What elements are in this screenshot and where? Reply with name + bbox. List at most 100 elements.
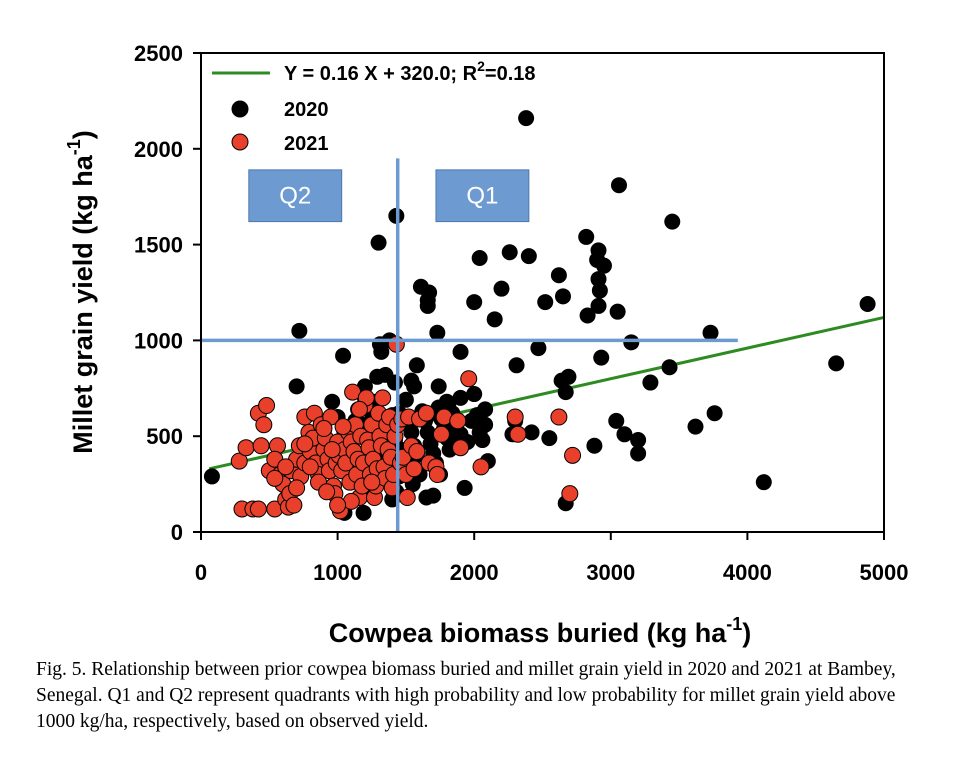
point-2020-62 [642, 374, 659, 391]
point-2020-35 [523, 424, 540, 441]
point-2021-104 [509, 425, 527, 443]
point-2021-103 [506, 408, 524, 426]
y-tick-label-4: 2000 [134, 137, 183, 162]
point-2020-113 [386, 374, 403, 391]
x-tick-label-5: 5000 [860, 560, 909, 585]
y-tick-label-1: 500 [146, 424, 183, 449]
point-2021-107 [564, 446, 582, 464]
point-2020-39 [550, 267, 567, 284]
x-tick-label-3: 3000 [586, 560, 635, 585]
point-2021-71 [374, 389, 392, 407]
point-2020-2 [288, 378, 305, 395]
y-tick-label-0: 0 [171, 520, 183, 545]
point-2021-114 [363, 473, 381, 491]
point-2020-63 [661, 359, 678, 376]
point-2021-101 [460, 370, 478, 388]
point-2020-36 [530, 340, 547, 357]
point-2021-111 [323, 441, 341, 459]
point-2020-49 [595, 257, 612, 274]
point-2021-87 [398, 489, 416, 507]
point-2020-70 [859, 295, 876, 312]
point-2021-96 [428, 466, 446, 484]
point-2020-29 [501, 244, 518, 261]
point-2020-19 [452, 343, 469, 360]
point-2020-60 [630, 432, 647, 449]
point-2020-1 [291, 322, 308, 339]
point-2020-61 [630, 445, 647, 462]
x-tick-label-0: 0 [195, 560, 207, 585]
point-2021-118 [301, 458, 319, 476]
point-2021-116 [329, 496, 347, 514]
legend-marker-2020 [231, 100, 249, 118]
point-2021-5 [252, 437, 270, 455]
point-2020-126 [418, 489, 435, 506]
scatter-chart: Q2 Q1 0 1000 2000 3000 4000 5000 0 500 1000 1500 20… [64, 41, 909, 648]
point-2020-67 [706, 405, 723, 422]
point-2020-0 [203, 468, 220, 485]
point-2020-65 [687, 418, 704, 435]
point-2021-120 [277, 458, 295, 476]
point-2020-17 [430, 378, 447, 395]
x-axis-title: Cowpea biomass buried (kg ha-1) [329, 614, 752, 648]
quadrant-box-q1 [435, 169, 530, 223]
y-tick-label-3: 1500 [134, 233, 183, 258]
point-2020-137 [438, 393, 455, 410]
point-2020-46 [579, 307, 596, 324]
x-tick-label-4: 4000 [723, 560, 772, 585]
point-2020-138 [452, 389, 469, 406]
point-2021-7 [255, 416, 273, 434]
point-2020-115 [408, 357, 425, 374]
point-2020-86 [397, 391, 414, 408]
point-2020-53 [593, 349, 610, 366]
point-2020-45 [578, 228, 595, 245]
point-2021-4 [249, 500, 267, 518]
x-tick-label-1: 1000 [313, 560, 362, 585]
point-2020-4 [324, 393, 341, 410]
point-2020-58 [616, 426, 633, 443]
legend-marker-2021 [231, 133, 249, 151]
plot-frame [200, 52, 885, 533]
point-2020-33 [518, 110, 535, 127]
point-2021-106 [561, 485, 579, 503]
quadrant-label-q2: Q2 [279, 183, 311, 210]
point-2021-8 [258, 397, 276, 415]
point-2020-28 [493, 280, 510, 297]
point-2021-90 [405, 460, 423, 478]
point-2020-52 [590, 297, 607, 314]
point-2020-40 [554, 288, 571, 305]
point-2021-93 [417, 404, 435, 422]
point-2020-24 [471, 250, 488, 267]
point-2020-140 [406, 378, 423, 395]
quadrant-box-q2 [248, 169, 343, 223]
point-2021-113 [350, 400, 368, 418]
point-2021-97 [432, 425, 450, 443]
point-2020-34 [520, 248, 537, 265]
point-2021-100 [452, 439, 470, 457]
point-2020-56 [608, 412, 625, 429]
point-2020-38 [541, 430, 558, 447]
data-points [201, 110, 876, 532]
point-2021-105 [550, 408, 568, 426]
point-2020-3 [335, 347, 352, 364]
point-2020-55 [609, 303, 626, 320]
point-2021-1 [237, 439, 255, 457]
point-2021-108 [296, 435, 314, 453]
point-2021-102 [472, 458, 490, 476]
point-2020-23 [466, 294, 483, 311]
point-2020-139 [466, 386, 483, 403]
point-2020-69 [828, 355, 845, 372]
point-2020-22 [456, 479, 473, 496]
point-2020-59 [623, 334, 640, 351]
point-2021-117 [318, 483, 336, 501]
y-tick-label-5: 2500 [134, 41, 183, 66]
legend: Y = 0.16 X + 320.0; R2=0.18 2020 2021 [212, 58, 536, 155]
point-2020-51 [591, 282, 608, 299]
point-2020-43 [557, 384, 574, 401]
point-2020-123 [419, 292, 436, 309]
legend-label-2021: 2021 [284, 133, 329, 155]
quadrant-label-q1: Q1 [466, 183, 498, 210]
point-2020-10 [370, 234, 387, 251]
point-2020-111 [477, 416, 494, 433]
point-2020-64 [664, 213, 681, 230]
legend-label-2020: 2020 [284, 99, 329, 121]
